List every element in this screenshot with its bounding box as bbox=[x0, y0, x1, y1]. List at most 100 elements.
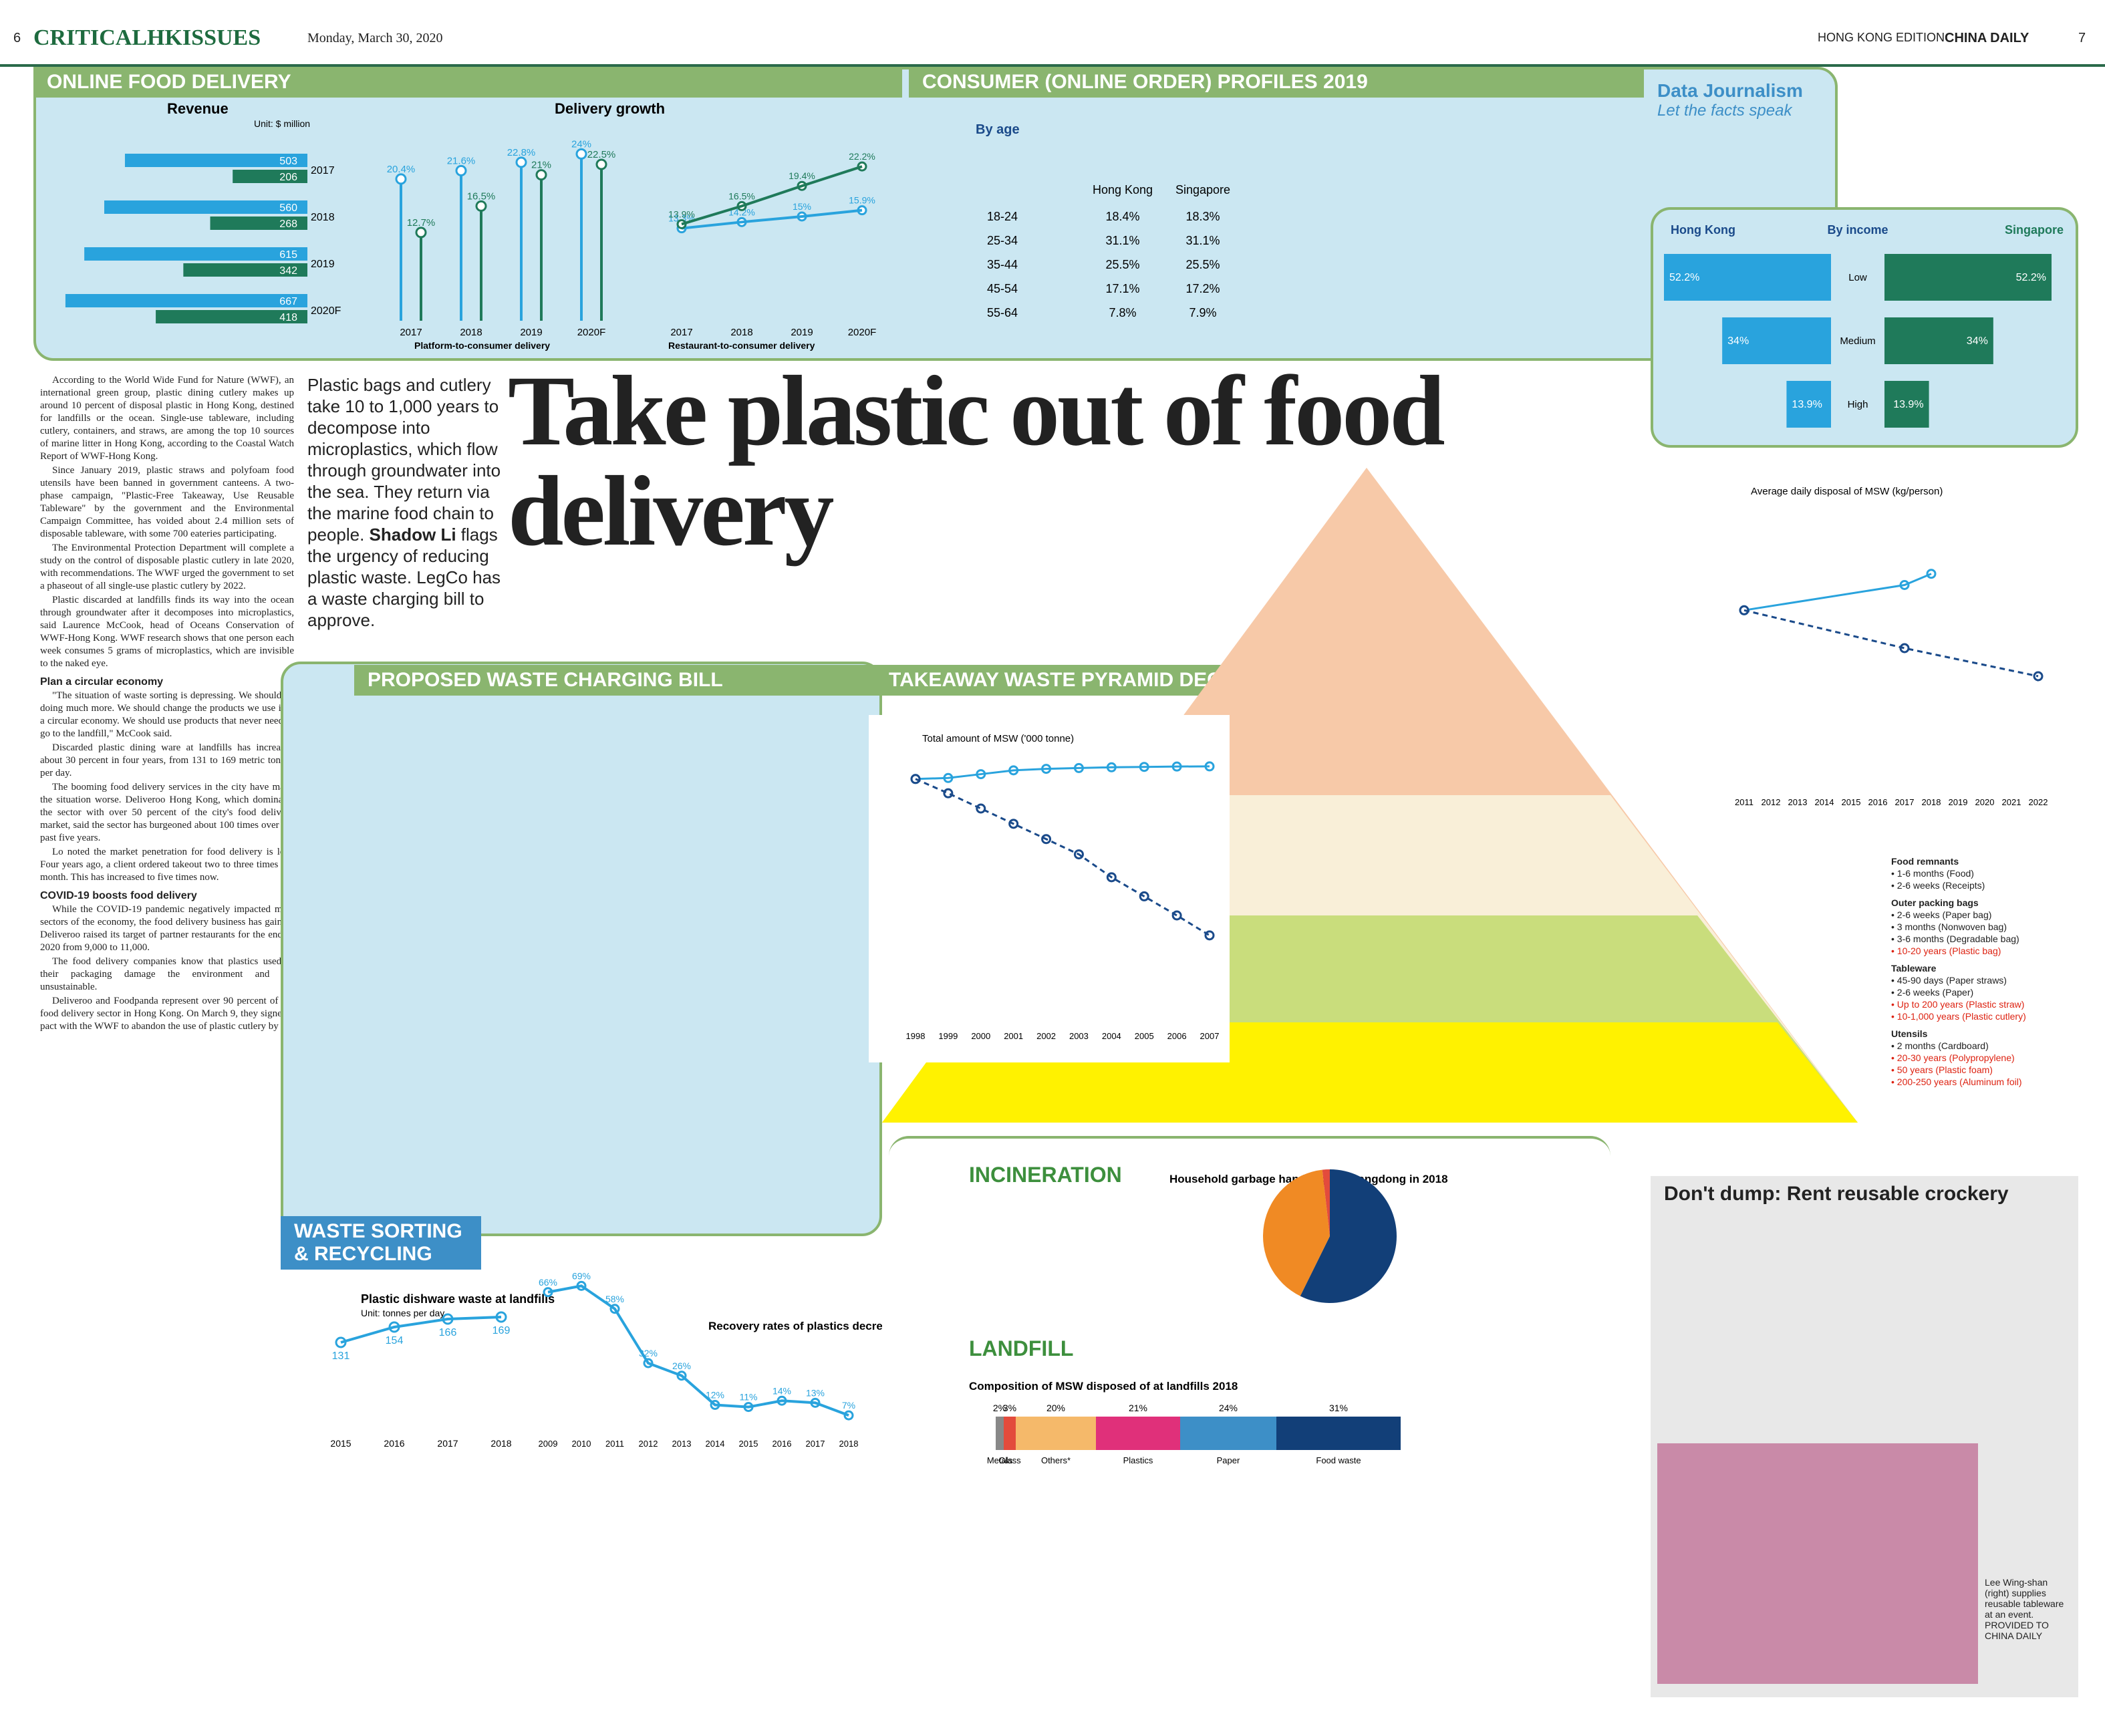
table-cell: 25.5% bbox=[1185, 258, 1220, 271]
dj-title: Data Journalism bbox=[1657, 80, 1803, 101]
bar-label: 52.2% bbox=[2016, 272, 2046, 283]
bar-label: 418 bbox=[279, 312, 297, 323]
bar bbox=[210, 216, 307, 230]
section-title: CRITICALHKISSUES bbox=[33, 25, 261, 50]
bar bbox=[1722, 317, 1831, 364]
tick-label: 2017 bbox=[1895, 797, 1915, 807]
table-cell: 17.2% bbox=[1185, 282, 1220, 295]
tick-label: 2015 bbox=[330, 1438, 351, 1449]
bar-segment bbox=[1276, 1417, 1401, 1450]
standfirst-end: flags the urgency of reducing plastic wa… bbox=[307, 525, 501, 630]
point bbox=[575, 148, 587, 160]
tick-label: 2018 bbox=[1922, 797, 1941, 807]
tick-label: 2013 bbox=[1788, 797, 1808, 807]
legend-heading: Utensils bbox=[1891, 1028, 1928, 1039]
tick-label: 2016 bbox=[384, 1438, 404, 1449]
standfirst-text: Plastic bags and cutlery take 10 to 1,00… bbox=[307, 375, 501, 545]
data-label: 24% bbox=[571, 138, 591, 150]
headline: Take plastic out of food delivery bbox=[508, 355, 1445, 567]
legend-group: Outer packing bags • 2-6 weeks (Paper bag… bbox=[1891, 897, 2085, 957]
category-label: Others* bbox=[1041, 1455, 1071, 1465]
chart-unit: Unit: $ million bbox=[254, 118, 310, 129]
series-line bbox=[915, 765, 1210, 780]
data-label: 16.5% bbox=[728, 190, 755, 201]
data-label: 31% bbox=[1329, 1403, 1348, 1413]
bar bbox=[104, 200, 307, 214]
bar-label: 13.9% bbox=[1792, 399, 1822, 410]
table-cell: 18-24 bbox=[987, 210, 1018, 223]
bar bbox=[65, 294, 307, 307]
tick-label: 2017 bbox=[437, 1438, 458, 1449]
page-number-right: 7 bbox=[2078, 31, 2086, 45]
bar bbox=[124, 154, 307, 167]
series-line bbox=[340, 1316, 502, 1344]
tick-label: 1998 bbox=[906, 1031, 926, 1041]
top-charts: Revenue Unit: $ million 503 206 2017 560 268 20… bbox=[65, 100, 1230, 351]
body-column: According to the World Wide Fund for Nat… bbox=[40, 375, 294, 1032]
data-label: 166 bbox=[439, 1327, 457, 1338]
online-delivery-panel bbox=[33, 67, 1838, 361]
data-label: 22.2% bbox=[849, 151, 875, 162]
tick-label: 2010 bbox=[572, 1439, 591, 1449]
tick-label: 2012 bbox=[1762, 797, 1781, 807]
tick-label: 2017 bbox=[806, 1439, 825, 1449]
data-label: 69% bbox=[572, 1270, 591, 1281]
category-label: 2017 bbox=[670, 327, 692, 338]
category-label: Medium bbox=[1840, 335, 1875, 347]
tick-label: 2005 bbox=[1135, 1031, 1154, 1041]
tick-label: 2000 bbox=[971, 1031, 990, 1041]
sorting-charts: Plastic dishware waste at landfills Unit:… bbox=[330, 1270, 882, 1449]
dont-dump-box: Don't dump: Rent reusable crockery Lee W… bbox=[1651, 1176, 2078, 1697]
point bbox=[455, 164, 467, 176]
category-label: Low bbox=[1848, 272, 1867, 283]
legend-item: • 2-6 weeks (Paper) bbox=[1891, 987, 1974, 998]
table-cell: 31.1% bbox=[1105, 234, 1139, 247]
table-cell: 55-64 bbox=[987, 306, 1018, 319]
axis-label: Platform-to-consumer delivery bbox=[414, 340, 550, 351]
category-label: 2019 bbox=[791, 327, 813, 338]
category-label: Food waste bbox=[1316, 1455, 1361, 1465]
pyramid-legend: Food remnants • 1-6 months (Food) • 2-6 we… bbox=[1891, 855, 2085, 1093]
bar-segment bbox=[996, 1417, 1004, 1450]
category-label: 2017 bbox=[311, 165, 335, 176]
table-cell: 35-44 bbox=[987, 258, 1018, 271]
legend-item: • 2 months (Cardboard) bbox=[1891, 1040, 1989, 1051]
data-label: 15% bbox=[793, 201, 811, 212]
data-label: 14% bbox=[773, 1385, 791, 1396]
series-line bbox=[915, 778, 1210, 937]
point bbox=[595, 158, 607, 170]
bar-segment bbox=[1016, 1417, 1096, 1450]
legend-item: • 10-20 years (Plastic bag) bbox=[1891, 946, 2001, 956]
table-title: By age bbox=[976, 122, 1020, 137]
tick-label: 2012 bbox=[639, 1439, 658, 1449]
edition: HONG KONG EDITION bbox=[1818, 31, 1945, 44]
bar bbox=[1884, 381, 1929, 428]
income-chart: Hong Kong Singapore By income 52.2% 52.2% Low… bbox=[1664, 223, 2064, 428]
point bbox=[475, 200, 487, 212]
category-label: 2019 bbox=[520, 327, 542, 338]
series-line bbox=[547, 1284, 849, 1417]
waste-bill-banner: PROPOSED WASTE CHARGING BILL bbox=[354, 665, 875, 696]
bar bbox=[1786, 381, 1831, 428]
legend-heading: Tableware bbox=[1891, 963, 1937, 974]
legend-sg: Singapore bbox=[2005, 223, 2064, 237]
legend-item: • 2-6 weeks (Paper bag) bbox=[1891, 909, 1992, 920]
tick-label: 2007 bbox=[1200, 1031, 1220, 1041]
data-label: 21% bbox=[531, 160, 551, 171]
bar-label: 268 bbox=[279, 219, 297, 230]
paper-name: CHINA DAILY bbox=[1945, 31, 2029, 45]
bar bbox=[156, 310, 307, 323]
bar-segment bbox=[1096, 1417, 1180, 1450]
chart-title: Composition of MSW disposed of at landfi… bbox=[969, 1380, 1238, 1393]
chart-title: Total amount of MSW ('000 tonne) bbox=[922, 733, 1074, 744]
tick-label: 2019 bbox=[1949, 797, 1968, 807]
data-label: 154 bbox=[386, 1335, 404, 1346]
pie-slice bbox=[1263, 1169, 1330, 1296]
data-label: 22.5% bbox=[587, 149, 616, 160]
tick-label: 2015 bbox=[1842, 797, 1861, 807]
category-label: Paper bbox=[1217, 1455, 1240, 1465]
axis-label: Restaurant-to-consumer delivery bbox=[668, 340, 815, 351]
bar-label: 13.9% bbox=[1893, 399, 1923, 410]
tick-label: 2014 bbox=[706, 1439, 725, 1449]
legend-item: • 1-6 months (Food) bbox=[1891, 868, 1974, 879]
